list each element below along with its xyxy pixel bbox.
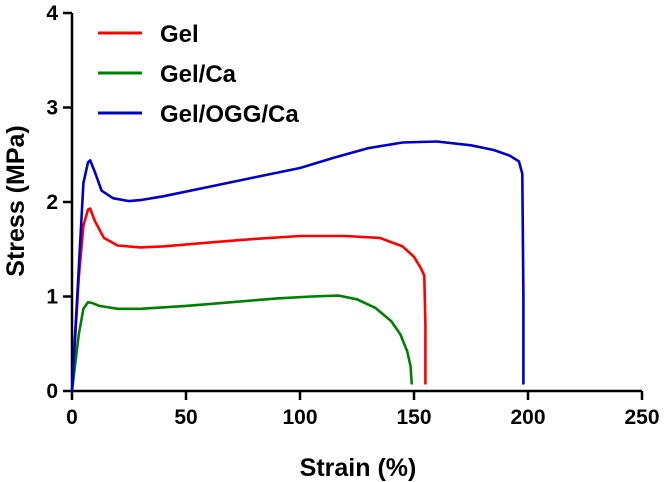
x-tick-label: 50 <box>174 406 197 429</box>
y-axis-title: Stress (MPa) <box>2 125 30 276</box>
legend: Gel Gel/Ca Gel/OGG/Ca <box>98 21 299 128</box>
y-tick-label: 1 <box>46 286 58 309</box>
x-tick-label: 250 <box>624 406 659 429</box>
x-axis-title: Strain (%) <box>300 454 417 482</box>
series-line-gel-ogg-ca <box>70 140 525 393</box>
x-tick-label: 100 <box>282 406 317 429</box>
legend-label: Gel/Ca <box>160 61 237 88</box>
y-tick-label: 3 <box>46 97 58 120</box>
y-tick-label: 2 <box>46 191 58 214</box>
x-tick-label: 150 <box>396 406 431 429</box>
y-tick-label: 0 <box>46 380 58 403</box>
x-tick-label: 200 <box>510 406 545 429</box>
axes-frame <box>70 13 642 393</box>
series-line-gel-ca <box>70 294 413 393</box>
legend-label: Gel/OGG/Ca <box>160 101 299 128</box>
series-line-gel <box>70 207 427 393</box>
x-tick-label: 0 <box>66 406 78 429</box>
plot-area: 0 50 100 150 200 250 0 1 2 3 4 <box>46 2 659 429</box>
series-lines <box>70 140 525 393</box>
y-tick-label: 4 <box>46 2 58 25</box>
legend-label: Gel <box>160 21 199 48</box>
